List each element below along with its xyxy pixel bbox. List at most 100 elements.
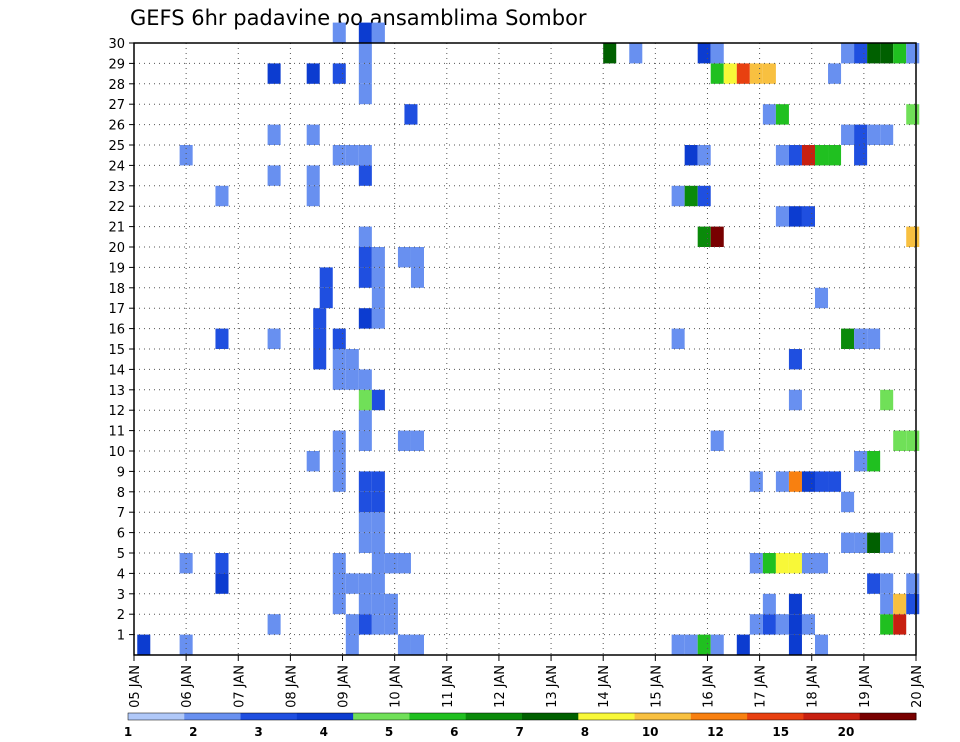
- data-cell: [801, 553, 815, 574]
- data-cell: [358, 308, 372, 329]
- data-cell: [788, 634, 802, 655]
- data-cell: [371, 491, 385, 513]
- data-cell: [723, 63, 737, 84]
- data-cell: [358, 410, 372, 431]
- data-cell: [854, 451, 868, 472]
- legend-label: 5: [385, 725, 393, 739]
- y-tick-label: 22: [108, 200, 125, 215]
- x-tick-label: 20 JAN: [910, 665, 925, 708]
- data-cell: [332, 593, 346, 615]
- y-tick-label: 20: [108, 241, 125, 256]
- data-cell: [788, 614, 802, 635]
- data-cell: [697, 634, 711, 655]
- data-cell: [371, 267, 385, 288]
- x-tick-label: 08 JAN: [284, 665, 299, 708]
- data-cell: [841, 491, 855, 513]
- data-cell: [371, 573, 385, 594]
- data-cell: [332, 369, 346, 390]
- y-tick-label: 13: [108, 384, 125, 399]
- data-cell: [762, 614, 776, 635]
- data-cell: [775, 553, 789, 574]
- legend-label: 20: [838, 725, 855, 739]
- legend-swatch: [859, 713, 917, 720]
- data-cell: [306, 165, 320, 186]
- data-cell: [358, 593, 372, 615]
- data-cell: [358, 43, 372, 64]
- legend-swatch: [240, 713, 298, 720]
- data-cell: [332, 451, 346, 472]
- legend-frame: [127, 712, 917, 721]
- data-cell: [684, 185, 698, 207]
- y-tick-label: 19: [108, 261, 125, 276]
- data-cell: [371, 308, 385, 329]
- data-cell: [319, 267, 333, 288]
- data-cell: [397, 634, 411, 655]
- x-tick-label: 11 JAN: [441, 665, 456, 708]
- data-cell: [762, 63, 776, 84]
- data-cell: [358, 226, 372, 247]
- data-cell: [880, 124, 894, 145]
- legend-swatch: [522, 713, 579, 720]
- data-cell: [267, 165, 281, 186]
- x-tick-label: 14 JAN: [597, 665, 612, 708]
- legend-swatch: [128, 713, 185, 720]
- data-cell: [332, 573, 346, 594]
- data-cell: [867, 43, 881, 64]
- data-cell: [179, 145, 193, 166]
- legend-label: 15: [772, 725, 789, 739]
- y-tick-label: 5: [117, 547, 125, 562]
- x-tick-label: 09 JAN: [337, 665, 352, 708]
- data-cell: [736, 63, 750, 84]
- y-tick-label: 15: [108, 343, 125, 358]
- x-tick-label: 07 JAN: [232, 665, 247, 708]
- legend-swatch: [296, 713, 354, 720]
- y-tick-label: 2: [117, 608, 125, 623]
- data-cell: [801, 614, 815, 635]
- data-cell: [358, 369, 372, 390]
- data-cell: [267, 63, 281, 84]
- legend-swatch: [184, 713, 242, 720]
- legend-swatch: [634, 713, 692, 720]
- data-cell: [828, 145, 842, 166]
- data-cell: [179, 634, 193, 655]
- data-cell: [358, 471, 372, 492]
- data-cell: [801, 145, 815, 166]
- data-cell: [893, 614, 907, 635]
- data-cell: [306, 63, 320, 84]
- data-cell: [345, 145, 359, 166]
- data-cell: [867, 451, 881, 472]
- data-cell: [671, 185, 685, 207]
- data-cell: [697, 226, 711, 247]
- data-cell: [371, 614, 385, 635]
- data-cell: [788, 553, 802, 574]
- data-cell: [880, 532, 894, 553]
- data-cell: [893, 43, 907, 64]
- data-cell: [215, 185, 229, 207]
- legend-swatch: [578, 713, 636, 720]
- data-cell: [749, 553, 763, 574]
- data-cell: [684, 145, 698, 166]
- data-cell: [814, 634, 829, 655]
- data-cell: [358, 614, 372, 635]
- data-cell: [345, 369, 359, 390]
- x-tick-label: 13 JAN: [545, 665, 560, 708]
- data-cell: [841, 532, 855, 553]
- data-cell: [775, 206, 789, 227]
- data-cell: [814, 553, 829, 574]
- data-cell: [306, 185, 320, 207]
- data-cell: [267, 328, 281, 349]
- data-cell: [854, 124, 868, 145]
- y-tick-label: 27: [108, 98, 125, 113]
- data-cell: [788, 389, 802, 411]
- data-cell: [384, 553, 398, 574]
- data-cell: [345, 573, 359, 594]
- y-tick-label: 10: [108, 445, 125, 460]
- data-cell: [880, 573, 894, 594]
- data-cell: [358, 145, 372, 166]
- data-cell: [710, 226, 724, 247]
- data-cell: [801, 471, 815, 492]
- data-cell: [358, 22, 372, 43]
- data-cell: [841, 124, 855, 145]
- data-cell: [867, 532, 881, 553]
